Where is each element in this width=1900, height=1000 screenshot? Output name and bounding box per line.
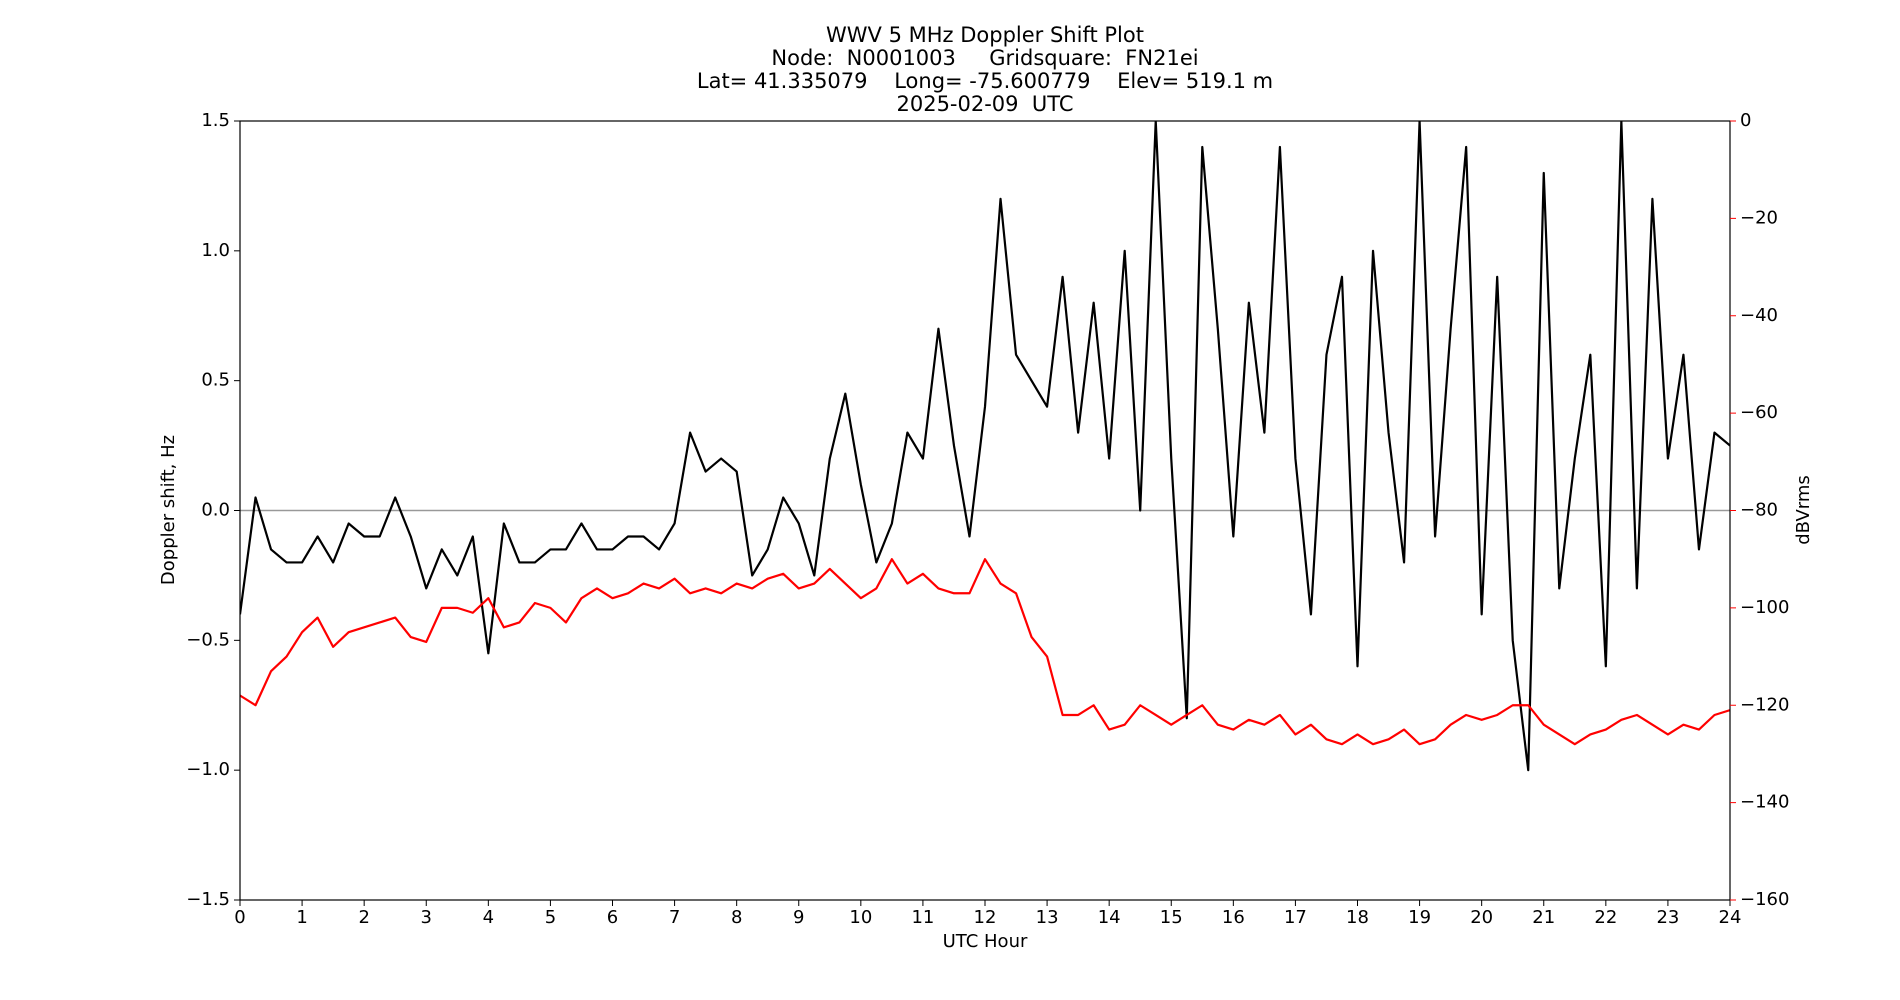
x-tick-label: 12	[974, 907, 997, 928]
y-tick-label: 1.0	[201, 240, 230, 261]
x-tick-label: 21	[1532, 907, 1555, 928]
x-tick-label: 17	[1284, 907, 1307, 928]
y2-tick-label: −60	[1740, 402, 1778, 423]
x-tick-label: 9	[793, 907, 804, 928]
x-tick-label: 4	[483, 907, 494, 928]
y-tick-label: −1.5	[186, 889, 230, 910]
x-tick-label: 1	[296, 907, 307, 928]
y-tick-label: −0.5	[186, 629, 230, 650]
x-tick-label: 5	[545, 907, 556, 928]
y-tick-label: 0.0	[201, 500, 230, 521]
chart-title: WWV 5 MHz Doppler Shift Plot	[826, 23, 1144, 47]
chart-subtitle: 2025-02-09 UTC	[896, 92, 1073, 116]
y-tick-label: −1.0	[186, 759, 230, 780]
x-tick-label: 13	[1036, 907, 1059, 928]
x-tick-label: 3	[421, 907, 432, 928]
x-axis-label: UTC Hour	[943, 931, 1028, 952]
y2-tick-label: −140	[1740, 792, 1789, 813]
x-tick-label: 6	[607, 907, 618, 928]
x-tick-label: 23	[1656, 907, 1679, 928]
y2-tick-label: −20	[1740, 207, 1778, 228]
x-tick-label: 14	[1098, 907, 1121, 928]
x-tick-label: 20	[1470, 907, 1493, 928]
x-tick-label: 8	[731, 907, 742, 928]
x-tick-label: 24	[1719, 907, 1742, 928]
x-tick-label: 7	[669, 907, 680, 928]
y2-tick-label: −160	[1740, 889, 1789, 910]
data-line	[240, 121, 1730, 772]
y-tick-label: 1.5	[201, 110, 230, 131]
x-tick-label: 15	[1160, 907, 1183, 928]
y2-axis-label: dBVrms	[1793, 475, 1814, 545]
x-tick-label: 0	[234, 907, 245, 928]
y-axis-label: Doppler shift, Hz	[158, 435, 179, 585]
chart-subtitle: Lat= 41.335079 Long= -75.600779 Elev= 51…	[697, 69, 1273, 93]
x-tick-label: 19	[1408, 907, 1431, 928]
y2-tick-label: −100	[1740, 597, 1789, 618]
y2-tick-label: −40	[1740, 305, 1778, 326]
y-tick-label: 0.5	[201, 370, 230, 391]
x-tick-label: 16	[1222, 907, 1245, 928]
data-line	[240, 558, 1730, 746]
y2-tick-label: −80	[1740, 500, 1778, 521]
x-tick-label: 11	[911, 907, 934, 928]
x-tick-label: 2	[358, 907, 369, 928]
x-tick-label: 18	[1346, 907, 1369, 928]
x-tick-label: 10	[849, 907, 872, 928]
chart-subtitle: Node: N0001003 Gridsquare: FN21ei	[771, 46, 1198, 70]
x-tick-label: 22	[1594, 907, 1617, 928]
y2-tick-label: −120	[1740, 694, 1789, 715]
y2-tick-label: 0	[1740, 110, 1751, 131]
